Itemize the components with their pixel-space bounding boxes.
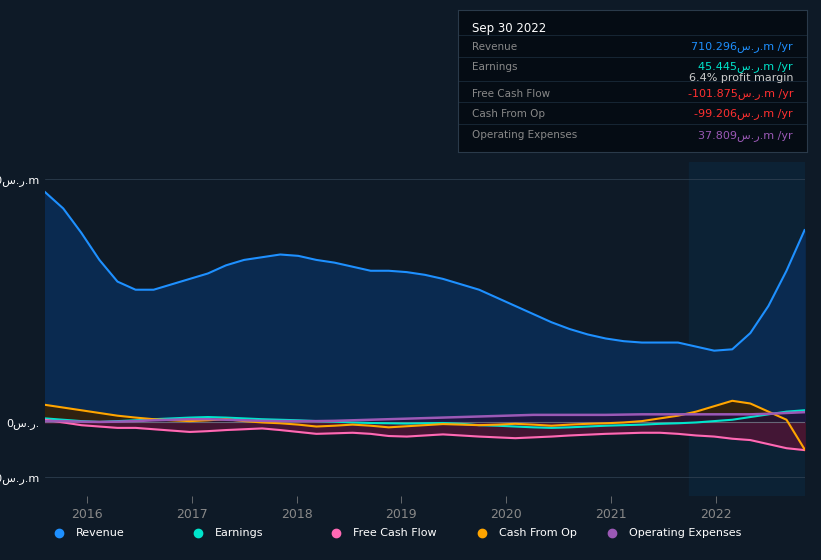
Text: 37.809س.ر.m /yr: 37.809س.ر.m /yr xyxy=(699,130,793,141)
Text: Revenue: Revenue xyxy=(76,529,125,538)
Text: 45.445س.ر.m /yr: 45.445س.ر.m /yr xyxy=(699,61,793,72)
Bar xyxy=(690,162,805,496)
Text: -101.875س.ر.m /yr: -101.875س.ر.m /yr xyxy=(687,88,793,99)
Text: Operating Expenses: Operating Expenses xyxy=(629,529,741,538)
Text: 710.296س.ر.m /yr: 710.296س.ر.m /yr xyxy=(691,41,793,52)
Text: Revenue: Revenue xyxy=(472,41,517,52)
Text: Cash From Op: Cash From Op xyxy=(498,529,576,538)
Text: -99.206س.ر.m /yr: -99.206س.ر.m /yr xyxy=(695,108,793,119)
Text: 6.4% profit margin: 6.4% profit margin xyxy=(689,73,793,83)
Text: Sep 30 2022: Sep 30 2022 xyxy=(472,22,546,35)
Text: Cash From Op: Cash From Op xyxy=(472,109,545,119)
Text: Free Cash Flow: Free Cash Flow xyxy=(353,529,436,538)
Text: Earnings: Earnings xyxy=(472,62,517,72)
Text: Earnings: Earnings xyxy=(214,529,263,538)
Text: Free Cash Flow: Free Cash Flow xyxy=(472,89,550,99)
Text: Operating Expenses: Operating Expenses xyxy=(472,130,577,140)
